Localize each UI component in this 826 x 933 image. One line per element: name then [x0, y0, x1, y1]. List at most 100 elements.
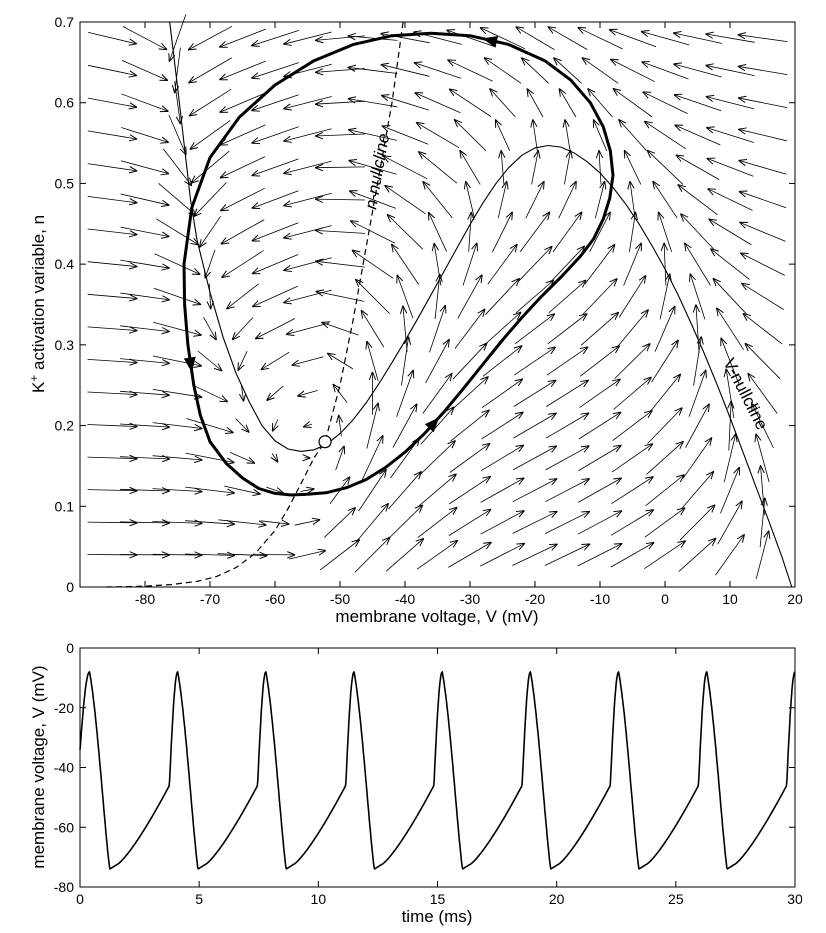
- vector-field-arrow: [577, 511, 622, 535]
- vector-field-arrow: [721, 338, 740, 385]
- vector-field-arrow: [267, 385, 284, 401]
- vector-field-arrow: [121, 60, 168, 80]
- vector-field-arrow: [352, 250, 394, 279]
- y-tick-label: 0.6: [55, 95, 75, 111]
- vector-field-arrow: [385, 538, 424, 572]
- vector-field-arrow: [593, 119, 608, 151]
- vector-field: [87, 14, 788, 580]
- vector-field-arrow: [87, 293, 138, 298]
- vector-field-arrow: [255, 318, 296, 339]
- vector-field-arrow: [678, 538, 716, 572]
- vector-field-arrow: [513, 380, 556, 407]
- vector-field-arrow: [449, 443, 490, 473]
- vector-field-arrow: [682, 437, 712, 479]
- vector-field-arrow: [401, 337, 408, 386]
- x-tick-label: -60: [265, 591, 285, 607]
- vector-field-arrow: [480, 445, 524, 472]
- vector-field-arrow: [680, 214, 715, 251]
- vector-field-arrow: [630, 181, 636, 219]
- vector-field-arrow: [584, 244, 615, 285]
- vector-field-arrow: [119, 424, 170, 427]
- x-tick-label: 25: [668, 891, 684, 907]
- n-nullcline-curve: [105, 21, 404, 588]
- vector-field-arrow: [283, 192, 332, 206]
- vector-field-arrow: [153, 287, 201, 304]
- vector-field-arrow: [119, 457, 170, 459]
- vector-field-arrow: [738, 35, 788, 42]
- vector-field-arrow: [565, 119, 571, 151]
- vector-field-arrow: [550, 246, 584, 283]
- vector-field-arrow: [87, 522, 138, 523]
- vector-field-arrow: [356, 503, 388, 542]
- vector-field-arrow: [294, 520, 320, 526]
- vector-field-arrow: [417, 507, 458, 539]
- vector-field-arrow: [220, 156, 266, 178]
- vector-field-arrow: [469, 212, 472, 252]
- vector-field-arrow: [739, 191, 787, 209]
- vector-field-arrow: [382, 126, 429, 145]
- vector-field-arrow: [582, 278, 618, 315]
- vector-field-arrow: [759, 498, 765, 548]
- voltage-trace-y-axis-label: membrane voltage, V (mV): [29, 665, 48, 868]
- voltage-trace-y-ticks: 0 -20 -40 -60 -80: [54, 640, 795, 895]
- vector-field-arrow: [653, 181, 678, 219]
- x-tick-label: -20: [525, 591, 545, 607]
- vector-field-arrow: [428, 212, 447, 252]
- vector-field-arrow: [755, 531, 769, 580]
- vector-field-arrow: [738, 98, 788, 108]
- vector-field-arrow: [729, 401, 731, 451]
- vector-field-arrow: [738, 129, 787, 142]
- vector-field-arrow: [327, 353, 354, 370]
- vector-field-arrow: [155, 218, 199, 245]
- v-nullcline-label: V-nullcline: [719, 355, 771, 433]
- vector-field-arrow: [466, 181, 475, 219]
- fixed-point-marker: [318, 435, 332, 449]
- vector-field-arrow: [482, 346, 522, 377]
- y-tick-label: 0.2: [55, 418, 75, 434]
- vector-field-arrow: [739, 160, 787, 175]
- vector-field-arrow: [723, 434, 736, 483]
- vector-field-arrow: [358, 469, 387, 512]
- vector-field-arrow: [644, 121, 687, 150]
- n-nullcline-label: n-nullcline: [361, 132, 393, 211]
- vector-field-arrow: [219, 60, 266, 80]
- vector-field-arrow: [460, 150, 481, 185]
- vector-field-arrow: [645, 475, 685, 507]
- vector-field-arrow: [88, 32, 137, 44]
- x-tick-label: -50: [330, 591, 350, 607]
- voltage-trace-x-ticks: 0 5 10 15 20 25 30: [76, 648, 803, 907]
- vector-field-arrow: [418, 474, 457, 507]
- vector-field-arrow: [260, 521, 290, 524]
- vector-field-arrow: [119, 555, 170, 556]
- vector-field-arrow: [480, 511, 525, 535]
- vector-field-arrow: [218, 519, 267, 525]
- vector-field-arrow: [481, 379, 523, 409]
- vector-field-arrow: [501, 150, 504, 185]
- vector-field-arrow: [87, 457, 138, 459]
- vector-field-arrow: [462, 243, 477, 286]
- vector-field-arrow: [588, 88, 613, 118]
- vector-field-arrow: [674, 95, 722, 112]
- vector-field-arrow: [220, 124, 266, 145]
- vector-field-arrow: [348, 99, 398, 108]
- vector-field-arrow: [209, 283, 210, 310]
- vector-field-arrow: [487, 244, 518, 285]
- vector-field-arrow: [169, 14, 187, 62]
- vector-field-arrow: [303, 424, 313, 427]
- vector-field-arrow: [420, 407, 454, 445]
- vector-field-arrow: [654, 306, 675, 352]
- vector-field-arrow: [221, 219, 265, 245]
- voltage-trace-x-axis-label: time (ms): [402, 907, 473, 926]
- vector-field-arrow: [708, 189, 753, 211]
- vector-field-arrow: [388, 471, 422, 510]
- vector-field-arrow: [452, 343, 487, 380]
- vector-field-arrow: [119, 522, 170, 523]
- vector-field-arrow: [397, 275, 414, 319]
- phase-plane-y-ticks: 0 0.1 0.2 0.3 0.4 0.5 0.6 0.7: [55, 14, 795, 595]
- vector-field-arrow: [422, 373, 452, 414]
- vector-field-arrow: [419, 441, 456, 476]
- vector-field-arrow: [87, 261, 138, 267]
- vector-field-arrow: [559, 88, 577, 118]
- vector-field-arrow: [283, 289, 332, 303]
- limit-cycle-trajectory: [182, 31, 615, 497]
